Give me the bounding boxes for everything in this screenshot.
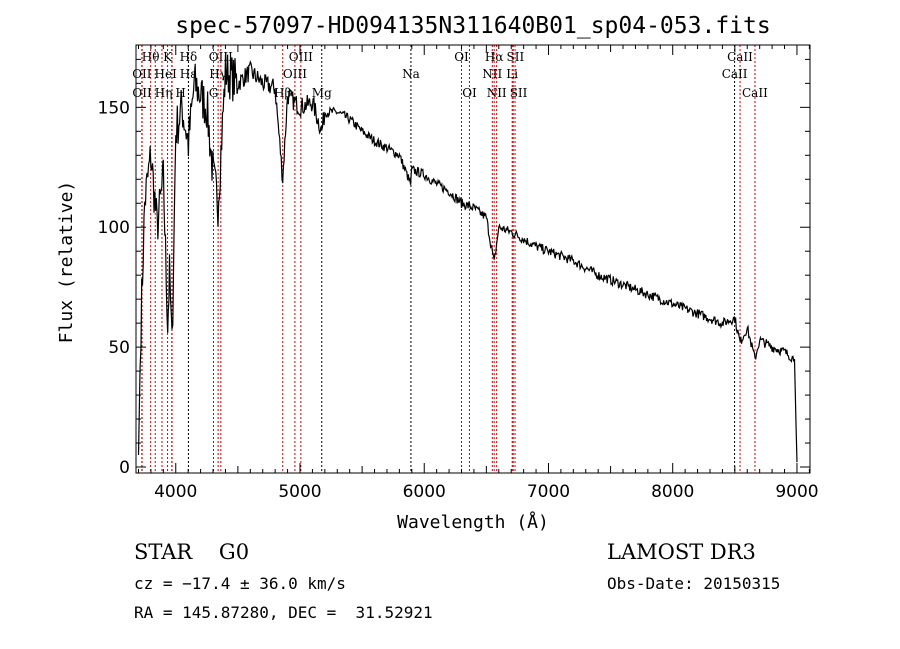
plot-frame (135, 44, 811, 474)
spectral-line-label: CaII (742, 86, 768, 100)
spectral-line-label: Hη (155, 86, 173, 100)
spectral-line-label: NII (482, 67, 502, 81)
spectral-line-label: OII (132, 67, 152, 81)
spectrum-line (137, 53, 798, 463)
spectral-line-label: Li (506, 67, 518, 81)
spectral-line-label: OIII (209, 50, 233, 64)
spectral-line-label: Hβ (274, 86, 291, 100)
spectral-lines: OIIOIIHθHηHeIKHHεHδGHγOIIIHβOIIIOIIIMgNa… (132, 45, 768, 473)
spectral-line-label: Hθ (142, 50, 160, 64)
spectral-line-label: Mg (312, 86, 332, 100)
spectral-line-label: NII (487, 86, 507, 100)
spectral-line-label: Hγ (209, 67, 227, 81)
x-tick-label: 9000 (775, 482, 818, 502)
x-tick-label: 5000 (278, 482, 321, 502)
spectral-line-label: Na (402, 67, 420, 81)
y-tick-label: 100 (98, 218, 130, 238)
spectral-line-label: OI (454, 50, 469, 64)
x-axis-label: Wavelength (Å) (397, 511, 549, 533)
spectral-line-label: Hα (485, 50, 504, 64)
spectrum-series (137, 53, 798, 463)
spectral-line-label: SII (510, 86, 528, 100)
obs-date: Obs-Date: 20150315 (607, 574, 781, 593)
x-tick-label: 6000 (403, 482, 446, 502)
x-tick-label: 4000 (154, 482, 197, 502)
x-tick-label: 8000 (651, 482, 694, 502)
y-axis-label: Flux (relative) (56, 181, 77, 344)
x-tick-label: 7000 (527, 482, 570, 502)
object-type: STAR G0 (134, 540, 250, 564)
spectral-line-label: CaII (727, 50, 753, 64)
spectral-line-label: OII (132, 86, 152, 100)
spectral-line-label: Hε (180, 67, 197, 81)
spectral-line-label: Hδ (180, 50, 198, 64)
chart-title: spec-57097-HD094135N311640B01_sp04-053.f… (175, 13, 770, 39)
coordinates-text: RA = 145.87280, DEC = 31.52921 (134, 603, 433, 622)
spectral-line-label: CaII (722, 67, 748, 81)
spectral-line-label: G (209, 86, 219, 100)
y-tick-label: 0 (119, 458, 130, 478)
spectral-line-label: OIII (289, 50, 313, 64)
spectral-line-label: OIII (283, 67, 307, 81)
survey-name: LAMOST DR3 (607, 540, 756, 564)
axes: 4000 5000 6000 7000 8000 9000 0 50 100 150 (98, 45, 819, 502)
y-tick-label: 150 (98, 98, 130, 118)
spectral-line-label: OI (462, 86, 477, 100)
spectral-line-label: HeI (155, 67, 178, 81)
y-tick-label: 50 (108, 338, 130, 358)
spectral-line-label: SII (507, 50, 525, 64)
spectral-line-label: K (163, 50, 173, 64)
redshift-text: cz = −17.4 ± 36.0 km/s (134, 574, 346, 593)
